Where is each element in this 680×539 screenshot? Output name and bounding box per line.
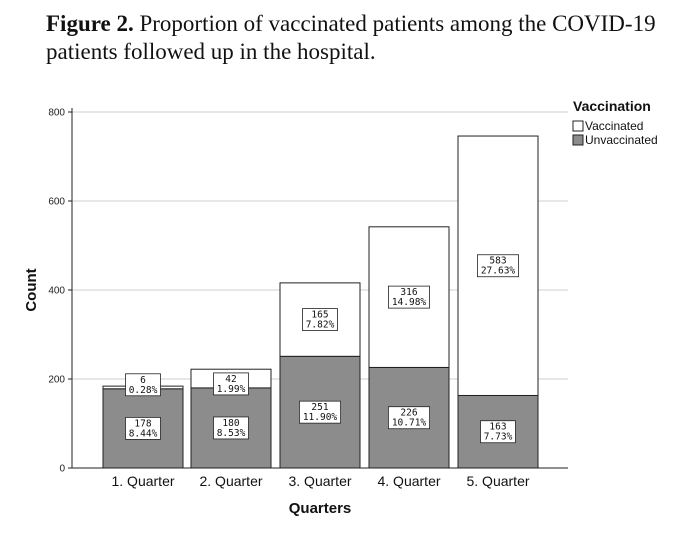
data-label-percent: 8.44%	[129, 428, 158, 439]
x-tick-label: 5. Quarter	[466, 473, 529, 489]
data-label-percent: 27.63%	[481, 266, 516, 277]
y-axis-ticks: 0 200 400 600 800	[48, 108, 72, 475]
legend: Vaccination Vaccinated Unvaccinated	[572, 98, 658, 147]
data-label-box	[125, 373, 161, 397]
data-label-count: 180	[222, 418, 239, 429]
y-tick-label: 600	[48, 197, 65, 208]
y-tick-label: 200	[48, 375, 65, 386]
data-label-percent: 1.99%	[217, 384, 246, 395]
x-tick-label: 3. Quarter	[288, 473, 351, 489]
x-tick-label: 4. Quarter	[377, 473, 440, 489]
data-label-count: 42	[225, 374, 236, 385]
x-axis-ticks: 1. Quarter 2. Quarter 3. Quarter 4. Quarter…	[111, 473, 529, 489]
x-axis-label: Quarters	[289, 500, 352, 517]
data-label-percent: 0.28%	[129, 385, 158, 396]
y-axis-label: Count	[23, 268, 40, 311]
legend-swatch-vaccinated	[572, 120, 584, 132]
data-label-box	[213, 372, 249, 396]
data-label-box	[213, 416, 249, 440]
data-label-count: 226	[400, 408, 417, 419]
y-tick-label: 400	[48, 286, 65, 297]
y-tick-label: 0	[59, 464, 65, 475]
data-label-count: 178	[134, 418, 151, 429]
data-label-count: 583	[489, 256, 506, 267]
legend-swatch-unvaccinated	[572, 134, 584, 146]
data-label-box	[480, 420, 516, 444]
data-label-percent: 10.71%	[392, 418, 427, 429]
y-tick-label: 800	[48, 108, 65, 119]
data-label-percent: 11.90%	[303, 412, 338, 423]
data-label-vaccinated: 421.99%	[213, 372, 249, 396]
figure-caption: Figure 2. Proportion of vaccinated patie…	[46, 10, 656, 66]
data-label-percent: 7.82%	[306, 320, 335, 331]
legend-label-unvaccinated: Unvaccinated	[585, 133, 658, 147]
data-label-count: 251	[311, 402, 328, 413]
data-label-percent: 14.98%	[392, 297, 427, 308]
data-label-box	[125, 416, 161, 440]
legend-title: Vaccination	[573, 98, 651, 114]
figure-caption-label: Figure 2.	[46, 11, 134, 36]
data-label-count: 163	[489, 422, 506, 433]
x-tick-label: 1. Quarter	[111, 473, 174, 489]
data-label-percent: 8.53%	[217, 428, 246, 439]
data-label-box	[298, 400, 341, 424]
bars	[102, 135, 539, 469]
legend-label-vaccinated: Vaccinated	[585, 119, 643, 133]
data-label-vaccinated: 60.28%	[125, 373, 161, 397]
data-label-percent: 7.73%	[484, 432, 513, 443]
data-label-count: 316	[400, 287, 417, 298]
data-label-box	[387, 285, 430, 309]
data-label-count: 165	[311, 310, 328, 321]
data-label-box	[387, 406, 430, 430]
x-tick-label: 2. Quarter	[199, 473, 262, 489]
data-label-count: 6	[140, 375, 146, 386]
data-label-box	[476, 254, 519, 278]
data-label-box	[302, 308, 338, 331]
figure-caption-text: Proportion of vaccinated patients among …	[46, 11, 656, 64]
